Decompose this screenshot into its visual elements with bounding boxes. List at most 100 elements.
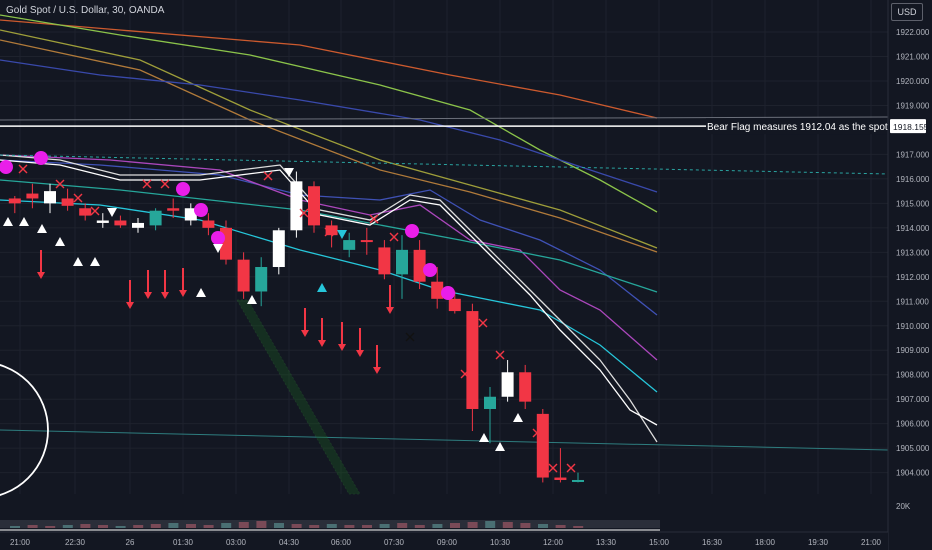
down-arrow-marker [301,308,309,337]
candle [9,196,21,213]
magenta-dot-marker [423,263,437,277]
candle-body [414,250,426,282]
price-tick-label: 1908.000 [896,371,930,380]
candle [132,218,144,233]
candle [308,181,320,232]
dashed-trendline [0,155,888,174]
x-marker [406,333,414,341]
time-tick-label: 04:30 [279,538,300,547]
x-marker [91,207,99,215]
price-tick-label: 1919.000 [896,101,930,110]
ma-line [0,20,657,118]
currency-button[interactable]: USD [891,3,923,21]
candle-body [26,194,38,199]
arrow-head [386,307,394,314]
volume-bar [468,522,478,528]
down-arrow-marker [386,285,394,314]
candle [44,184,56,213]
time-tick-label: 18:00 [755,538,776,547]
arrow-head [301,330,309,337]
volume-bar [186,524,196,528]
candle-body [572,480,584,482]
candle-body [62,198,74,205]
price-tick-label: 1911.000 [896,297,929,306]
candle [466,304,478,431]
candle [238,252,250,299]
up-triangle-marker [37,224,47,233]
down-arrow-marker [144,270,152,299]
candle [572,473,584,483]
candle-body [378,247,390,274]
candle-body [466,311,478,409]
time-tick-label: 21:00 [10,538,31,547]
volume-bar [485,521,495,528]
candle-body [44,191,56,203]
volume-bar [362,525,372,528]
volume-bar [63,525,73,528]
candle-body [114,220,126,225]
candle [343,233,355,257]
price-tick-label: 1912.000 [896,273,930,282]
down-arrow-marker [126,280,134,309]
volume-bar [204,525,214,528]
candle-body [202,220,214,227]
volume-bar [151,524,161,528]
candle-body [361,240,373,242]
price-tick-label: 1905.000 [896,444,930,453]
candle-body [537,414,549,478]
magenta-dot-marker [34,151,48,165]
volume-bar [556,525,566,528]
volume-bar [133,525,143,528]
up-triangle-marker [3,217,13,226]
candle [537,409,549,482]
price-tick-label: 1915.000 [896,199,930,208]
arrow-head [144,292,152,299]
time-tick-label: 19:30 [808,538,829,547]
candle-body [519,372,531,401]
ma-line [0,160,657,315]
time-tick-label: 10:30 [490,538,511,547]
volume-bar [168,523,178,528]
time-tick-label: 12:00 [543,538,564,547]
time-tick-label: 03:00 [226,538,247,547]
up-triangle-marker [247,295,257,304]
candle [79,203,91,220]
volume-bar [309,525,319,528]
magenta-dot-marker [405,224,419,238]
down-triangle-marker [107,208,117,217]
x-marker [143,180,151,188]
volume-bar [432,524,442,528]
time-tick-label: 07:30 [384,538,405,547]
time-tick-label: 16:30 [702,538,723,547]
volume-bar [274,523,284,528]
bear-flag-annotation: Bear Flag measures 1912.04 as the spot [707,122,888,133]
price-tick-label: 1913.000 [896,248,930,257]
arrow-head [37,272,45,279]
up-triangle-marker [55,237,65,246]
volume-bar [116,526,126,528]
candle-body [255,267,267,291]
volume-bar [221,523,231,528]
candle [202,213,214,235]
candle-body [150,211,162,226]
arrow-head [161,292,169,299]
candle-body [502,372,514,396]
time-tick-label: 21:00 [861,538,882,547]
arrow-head [318,340,326,347]
up-triangle-marker [317,283,327,292]
candle-body [79,208,91,215]
candle [519,365,531,409]
time-tick-label: 06:00 [331,538,352,547]
time-tick-label: 26 [126,538,135,547]
volume-bar [397,523,407,528]
volume-bar [327,524,337,528]
time-tick-label: 13:30 [596,538,617,547]
up-triangle-marker [479,433,489,442]
down-arrow-marker [356,328,364,357]
candle-body [484,397,496,409]
x-marker [56,180,64,188]
candle-body [431,282,443,299]
candle [255,257,267,306]
volume-bar [28,525,38,528]
